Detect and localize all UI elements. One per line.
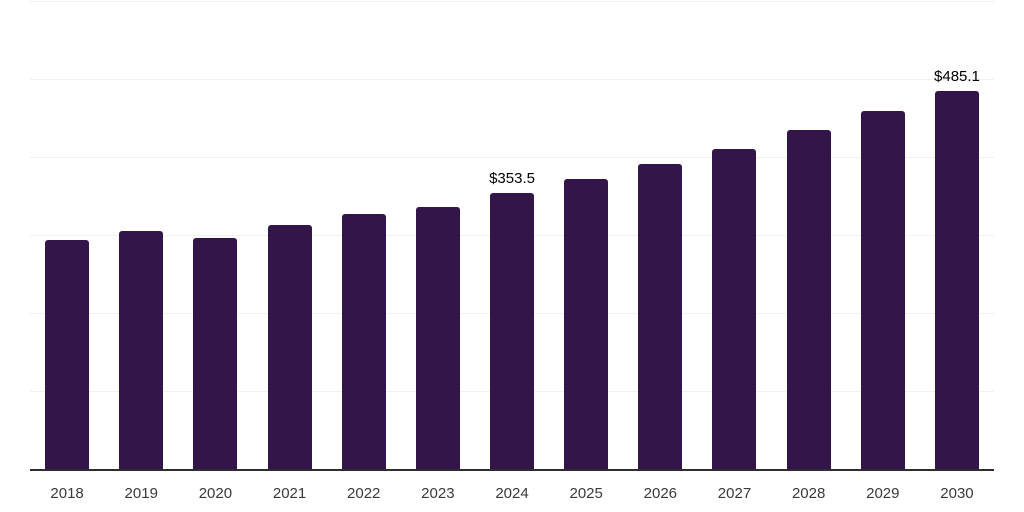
bar-2025: [564, 179, 609, 469]
bar-slot-2019: [104, 1, 178, 469]
bar-slot-2030: $485.1: [920, 1, 994, 469]
bar-slot-2021: [252, 1, 326, 469]
bar-2021: [267, 225, 312, 469]
bar-series: $353.5 $485.1: [30, 1, 994, 469]
bar-2020: [193, 238, 238, 469]
gridline-600: [30, 1, 994, 2]
data-label-2024: $353.5: [489, 170, 535, 188]
x-tick-label-2027: 2027: [717, 485, 752, 502]
bar-2029: [860, 110, 905, 469]
bar-2023: [415, 207, 460, 469]
x-tick-label-2021: 2021: [272, 485, 307, 502]
gridline-500: [30, 79, 994, 80]
bar-slot-2024: $353.5: [475, 1, 549, 469]
bar-2026: [638, 164, 683, 469]
bar-slot-2020: [178, 1, 252, 469]
data-label-2030: $485.1: [934, 67, 980, 85]
x-tick-label-2019: 2019: [124, 485, 158, 502]
bar-slot-2023: [401, 1, 475, 469]
x-tick-label-2022: 2022: [347, 485, 381, 502]
x-axis-tick-labels: 2018 2019 2020 2021 2022 2023 2024 2025 2026 2027…: [30, 485, 994, 502]
x-tick-label-2028: 2028: [791, 485, 826, 502]
bar-2030: [934, 90, 979, 469]
bar-2018: [45, 240, 90, 469]
x-tick-label-2020: 2020: [198, 485, 233, 502]
x-tick-label-2026: 2026: [643, 485, 678, 502]
x-tick-label-2025: 2025: [569, 485, 603, 502]
bar-slot-2018: [30, 1, 104, 469]
bar-2024: [490, 193, 535, 469]
x-tick-label-2018: 2018: [50, 485, 84, 502]
x-tick-label-2024: 2024: [495, 485, 529, 502]
bar-slot-2025: [549, 1, 623, 469]
bar-slot-2029: [846, 1, 920, 469]
bar-2027: [712, 148, 757, 469]
plot-area: $353.5 $485.1: [30, 1, 994, 469]
gridline-400: [30, 157, 994, 158]
bar-2019: [119, 231, 164, 469]
x-tick-label-2029: 2029: [866, 485, 900, 502]
x-axis-line: [30, 469, 994, 471]
bar-slot-2027: [697, 1, 771, 469]
x-tick-label-2023: 2023: [421, 485, 455, 502]
bar-slot-2022: [327, 1, 401, 469]
bar-2022: [341, 213, 386, 469]
bar-slot-2026: [623, 1, 697, 469]
bar-slot-2028: [772, 1, 846, 469]
x-tick-label-2030: 2030: [940, 485, 974, 502]
bar-2028: [786, 130, 831, 469]
